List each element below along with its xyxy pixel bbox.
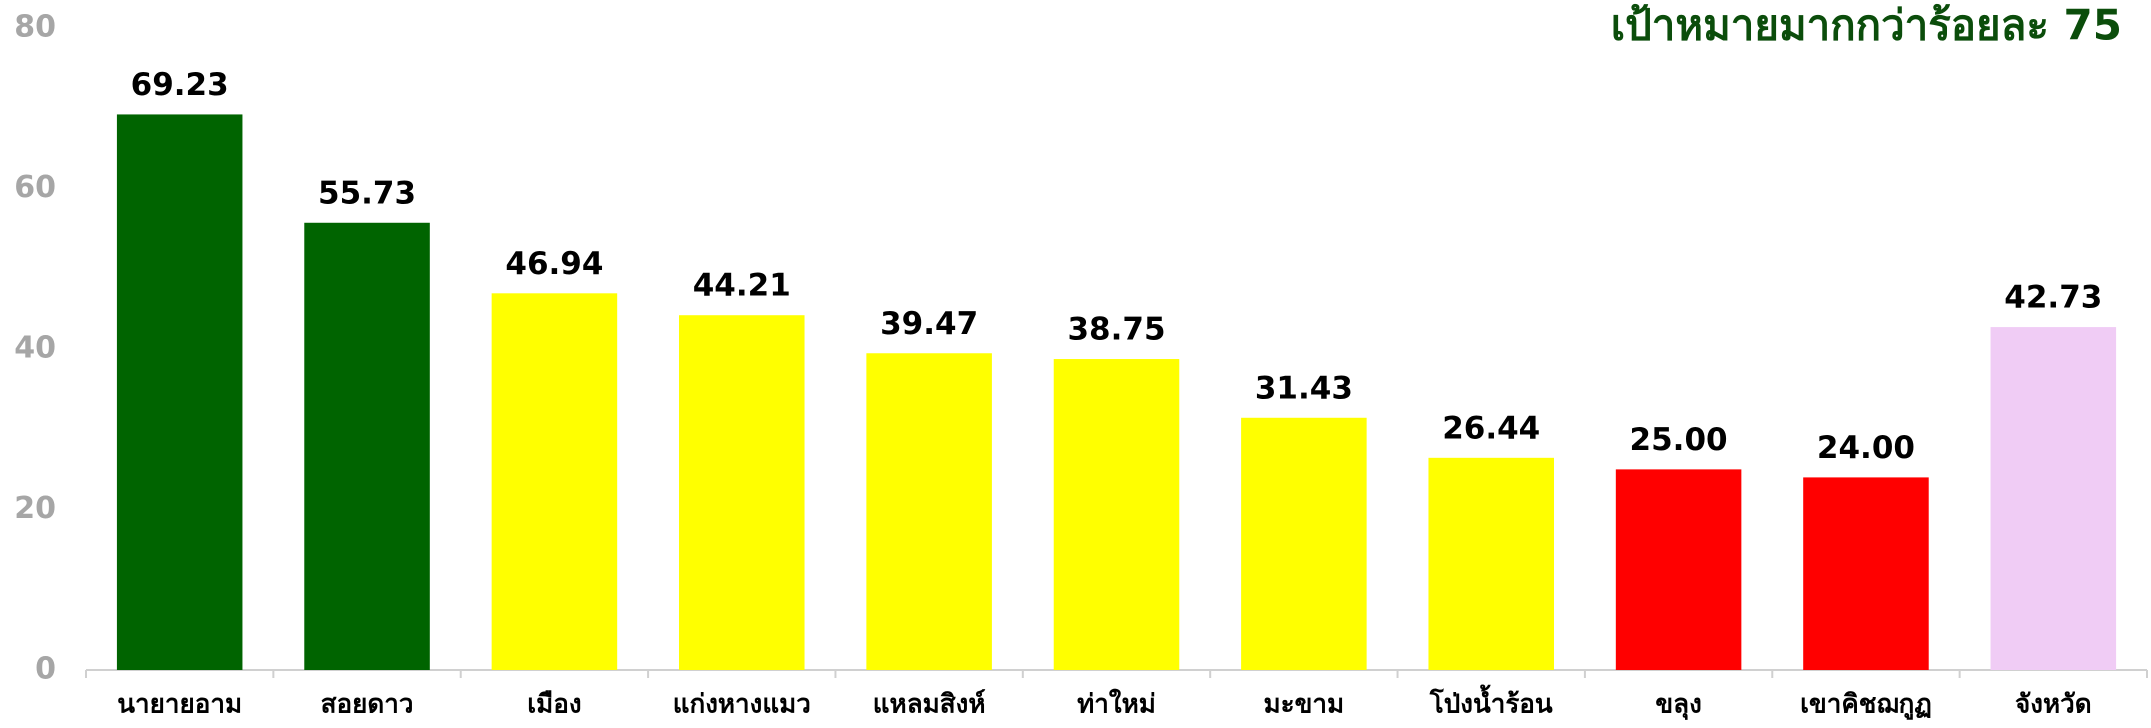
data-label: 31.43 [1255, 370, 1353, 406]
chart-title: เป้าหมายมากกว่าร้อยละ 75 [1611, 1, 2122, 50]
x-tick-label: จังหวัด [2015, 690, 2092, 720]
bar [1803, 477, 1929, 670]
data-label: 25.00 [1630, 422, 1728, 458]
y-tick-label: 60 [14, 170, 56, 205]
data-label: 24.00 [1817, 430, 1915, 466]
y-tick-label: 0 [35, 652, 56, 687]
data-label: 69.23 [131, 67, 229, 103]
x-tick-label: ขลุง [1655, 690, 1701, 721]
bar [1428, 457, 1554, 670]
x-tick-label: เขาคิชฌกูฏ [1800, 690, 1932, 721]
x-tick-label: เมือง [527, 690, 581, 720]
data-label: 38.75 [1067, 312, 1165, 348]
data-label: 26.44 [1442, 410, 1540, 446]
bar [491, 293, 618, 670]
bar [679, 315, 805, 670]
y-tick-label: 40 [14, 331, 56, 366]
data-label: 39.47 [880, 306, 978, 342]
data-label: 46.94 [505, 246, 603, 282]
data-label: 55.73 [318, 175, 416, 211]
x-tick-label: ท่าใหม่ [1077, 689, 1156, 720]
bar [304, 222, 430, 670]
bar [1615, 469, 1742, 670]
y-tick-label: 20 [14, 491, 56, 526]
x-tick-label: นายายอาม [117, 690, 242, 720]
bar [1053, 359, 1180, 670]
bar [116, 114, 243, 670]
data-label: 44.21 [693, 268, 791, 304]
y-tick-label: 80 [14, 10, 56, 45]
x-tick-label: แก่งหางแมว [673, 690, 811, 720]
data-label: 42.73 [2004, 280, 2102, 316]
bar [1990, 327, 2117, 670]
x-tick-label: สอยดาว [321, 690, 414, 720]
x-tick-label: มะขาม [1264, 690, 1345, 720]
bar [1241, 417, 1367, 670]
x-tick-label: โป่งน้ำร้อน [1429, 684, 1553, 720]
bar [866, 353, 992, 670]
x-tick-label: แหลมสิงห์ [873, 689, 986, 720]
